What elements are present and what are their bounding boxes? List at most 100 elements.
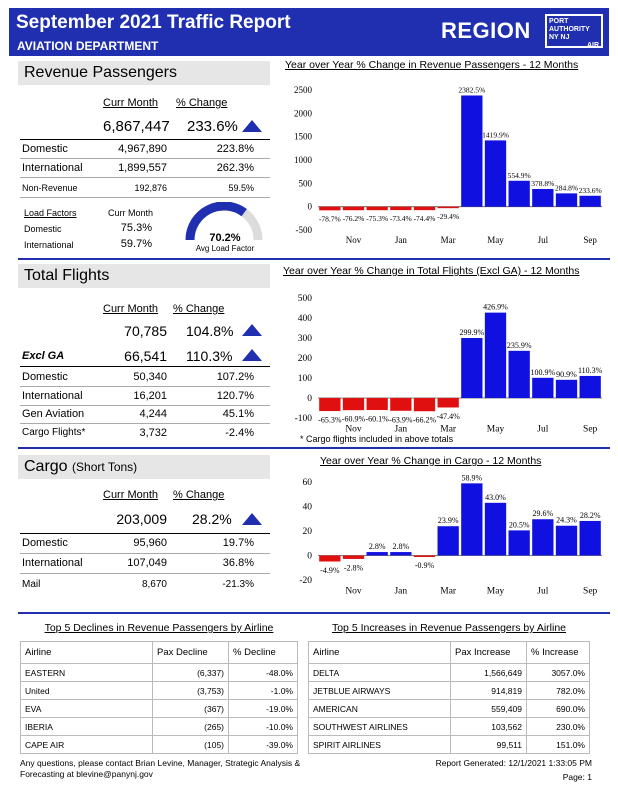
table-row: JETBLUE AIRWAYS 914,819 782.0% [308, 681, 590, 700]
chart-revenue-passengers: -500 0 500 1000 1500 2000 2500 -78.7% -76.2% Nov -… [294, 85, 602, 245]
bar [579, 195, 601, 207]
divider [20, 405, 270, 406]
passengers-row-change: 223.8% [216, 143, 254, 155]
chart-title-flights: Year over Year % Change in Total Flights… [283, 265, 580, 277]
cargo-col-change: % Change [173, 489, 225, 501]
column-header: % Increase [526, 641, 590, 664]
bar [555, 193, 578, 207]
data-label: 43.0% [485, 493, 506, 502]
cargo-row-change: 19.7% [222, 537, 254, 549]
x-tick-label: Jul [537, 425, 548, 435]
data-label: 110.3% [578, 366, 603, 375]
load-factor-value: 75.3% [120, 222, 152, 234]
column-header: Pax Decline [152, 641, 229, 664]
section-title-cargo: Cargo (Short Tons) [18, 455, 270, 479]
cargo-row-label: International [22, 557, 83, 569]
table-row: SOUTHWEST AIRLINES 103,562 230.0% [308, 717, 590, 736]
gauge-fill [185, 202, 247, 241]
report-header: September 2021 Traffic Report AVIATION D… [9, 8, 609, 56]
x-tick-label: Sep [583, 425, 598, 435]
flights-col-curr: Curr Month [103, 303, 159, 315]
data-label: 58.9% [461, 474, 482, 482]
bar [366, 206, 388, 211]
data-label: -60.9% [342, 415, 366, 424]
x-tick-label: Jan [394, 425, 407, 435]
bar [437, 526, 459, 556]
cargo-row-change: 36.8% [222, 557, 254, 569]
data-label: 29.6% [532, 509, 553, 518]
cargo-flights-note: * Cargo flights included in above totals [300, 434, 454, 444]
data-label: 100.9% [530, 368, 555, 377]
flights-row-label: Cargo Flights* [22, 427, 86, 438]
data-label: -29.4% [437, 212, 459, 221]
x-tick-label: May [487, 235, 504, 245]
x-tick-label: Mar [440, 587, 457, 597]
data-label: 426.9% [483, 303, 508, 312]
bar [342, 398, 365, 411]
cargo-row-value: 8,670 [141, 579, 167, 590]
data-label: -0.9% [415, 561, 435, 570]
x-tick-label: Sep [583, 587, 598, 597]
chart-title-passengers: Year over Year % Change in Revenue Passe… [285, 59, 579, 71]
x-tick-label: Sep [583, 235, 597, 245]
divider [20, 573, 270, 574]
table-row: DELTA 1,566,649 3057.0% [308, 663, 590, 682]
data-label: 2.8% [392, 542, 409, 551]
x-tick-label: Nov [345, 587, 362, 597]
divider [20, 533, 270, 534]
x-tick-label: Mar [440, 425, 457, 435]
data-label: 2382.5% [458, 85, 485, 94]
y-tick-label: -100 [295, 414, 313, 424]
data-label: -74.4% [414, 214, 436, 223]
section-title-passengers: Revenue Passengers [18, 61, 270, 85]
cargo-col-curr: Curr Month [103, 489, 159, 501]
bar [413, 555, 436, 557]
passengers-row-change: 262.3% [216, 162, 254, 174]
y-tick-label: 0 [307, 394, 312, 404]
report-title: September 2021 Traffic Report [16, 12, 291, 33]
x-tick-label: May [487, 425, 505, 435]
data-label: 2.8% [369, 542, 386, 551]
table-row: EVA (367) -19.0% [20, 699, 298, 718]
x-tick-label: Nov [346, 235, 362, 245]
data-label: 20.5% [509, 520, 530, 529]
column-header: % Decline [228, 641, 298, 664]
bar [413, 398, 436, 412]
up-triangle-icon [242, 513, 262, 525]
divider [20, 158, 270, 159]
data-label: -47.4% [437, 412, 461, 421]
report-generated: Report Generated: 12/1/2021 1:33:05 PM [435, 758, 592, 768]
flights-row-label: Domestic [22, 371, 68, 383]
y-tick-label: 2000 [294, 108, 313, 118]
divider [20, 386, 270, 387]
flights-row-change: 120.7% [216, 390, 254, 402]
bar [437, 206, 459, 209]
chart-total-flights: -100 0 100 200 300 400 500 -65.3% -60.9%Nov -60.1… [295, 294, 603, 435]
flights-total-value: 70,785 [124, 323, 167, 339]
data-label: 299.9% [459, 328, 484, 337]
load-factor-label: International [24, 240, 74, 250]
y-tick-label: 20 [303, 527, 313, 537]
y-tick-label: 60 [303, 478, 313, 488]
flights-excl-label: Excl GA [22, 350, 65, 362]
data-label: -73.4% [390, 214, 412, 223]
declines-table: Airline Pax Decline % Decline EASTERN (6,… [20, 641, 298, 754]
passengers-col-change: % Change [176, 97, 228, 109]
flights-row-label: Gen Aviation [22, 408, 85, 420]
load-factor-label: Domestic [24, 224, 62, 234]
passengers-total-change: 233.6% [187, 118, 238, 135]
load-factors-col: Curr Month [108, 208, 154, 218]
data-label: 378.8% [531, 179, 554, 188]
flights-row-change: -2.4% [225, 427, 254, 439]
cargo-title: Cargo [24, 458, 68, 475]
contact-note: Any questions, please contact Brian Levi… [20, 758, 301, 779]
bar [508, 180, 530, 207]
table-row: United (3,753) -1.0% [20, 681, 298, 700]
table-header-row: Airline Pax Decline % Decline [20, 641, 298, 664]
load-factors-title: Load Factors [24, 208, 77, 218]
port-authority-logo: PORT AUTHORITY NY NJ AIR [545, 14, 603, 49]
up-triangle-icon [242, 324, 262, 336]
section-title-flights: Total Flights [18, 264, 270, 288]
bar [484, 140, 507, 207]
flights-col-change: % Change [173, 303, 225, 315]
